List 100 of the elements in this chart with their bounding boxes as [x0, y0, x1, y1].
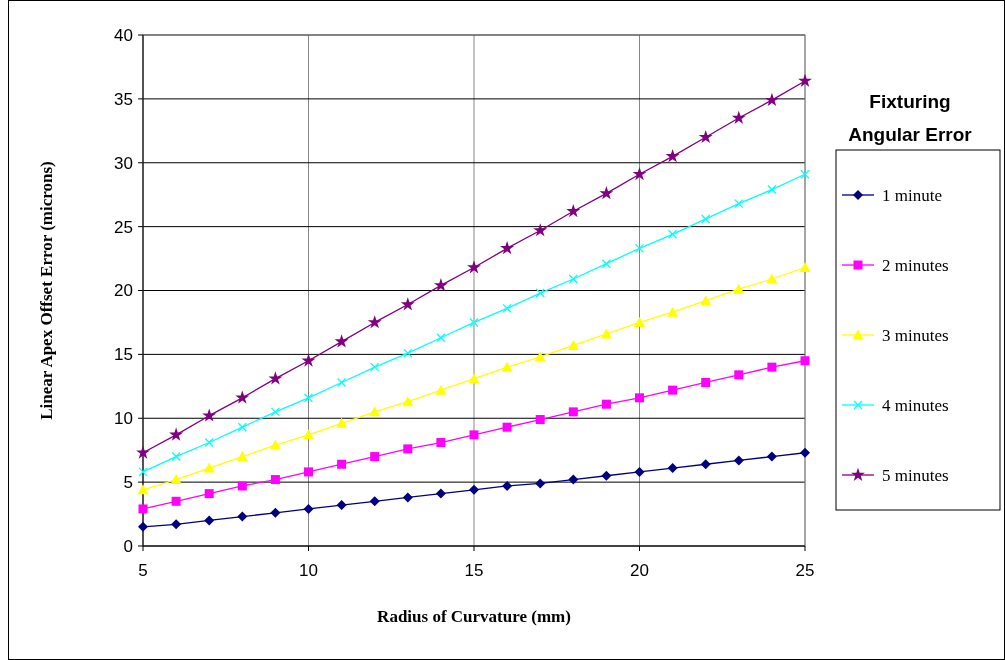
point [270, 407, 281, 417]
point [468, 373, 480, 384]
point [534, 351, 546, 362]
legend-title: Fixturing Angular Error [848, 91, 973, 145]
y-axis-title: Linear Apex Offset Error (microns) [37, 161, 56, 420]
point [270, 475, 280, 485]
point [170, 474, 182, 485]
point [138, 521, 148, 532]
point [500, 241, 515, 255]
point [700, 459, 711, 470]
point [469, 317, 479, 328]
point [701, 214, 711, 224]
point [632, 166, 647, 181]
point [568, 407, 578, 417]
point [601, 259, 612, 269]
point [433, 278, 448, 292]
point [403, 444, 413, 454]
point [334, 334, 349, 348]
y-tick-label: 40 [114, 25, 133, 45]
x-tick-label: 10 [299, 561, 318, 580]
point [566, 203, 581, 218]
point [436, 333, 446, 343]
y-tick-label: 10 [114, 409, 133, 429]
x-axis-title: Radius of Curvature (mm) [377, 607, 571, 626]
point [204, 489, 214, 499]
point [700, 295, 712, 306]
point [336, 500, 347, 511]
point [535, 288, 545, 298]
point [800, 169, 810, 179]
point [533, 223, 548, 237]
point [303, 429, 314, 440]
point [469, 430, 479, 440]
legend-label: 5 minutes [882, 465, 949, 485]
point [568, 274, 578, 284]
point [301, 353, 316, 367]
point [501, 361, 513, 372]
point [303, 503, 314, 514]
point [402, 396, 414, 407]
y-tick-label: 20 [114, 281, 133, 301]
point [667, 463, 678, 474]
point [169, 427, 184, 441]
y-tick-label: 0 [123, 536, 133, 556]
point [502, 480, 513, 491]
point [138, 467, 148, 477]
point [767, 184, 777, 195]
point [435, 384, 447, 395]
point [599, 186, 614, 200]
point [268, 371, 283, 385]
point [634, 466, 645, 477]
point [800, 356, 810, 366]
point [734, 198, 744, 209]
point [766, 273, 778, 284]
point [667, 229, 678, 239]
point [370, 362, 380, 372]
point [203, 462, 215, 473]
point [336, 377, 347, 388]
point [634, 243, 645, 253]
point [734, 370, 744, 380]
point [202, 408, 217, 422]
x-tick-label: 5 [138, 561, 148, 580]
point [665, 149, 680, 163]
point [171, 519, 182, 530]
point [402, 492, 413, 503]
point [304, 467, 313, 477]
point [467, 260, 481, 274]
legend-label: 3 minutes [882, 325, 949, 345]
point [502, 303, 512, 314]
point [171, 451, 181, 462]
point [635, 393, 644, 403]
y-tick-label: 35 [114, 89, 133, 109]
point [403, 348, 413, 358]
y-tick-label: 5 [123, 473, 133, 493]
point [731, 110, 746, 124]
point [667, 306, 679, 317]
point [600, 328, 612, 339]
x-tick-label: 25 [795, 561, 815, 580]
point [502, 422, 512, 432]
legend-label: 4 minutes [882, 395, 949, 415]
point [767, 362, 777, 372]
point [369, 406, 381, 417]
point [469, 484, 479, 495]
point [601, 470, 612, 481]
point [270, 507, 281, 518]
point [204, 437, 214, 448]
point [269, 439, 281, 450]
y-tick-label: 25 [114, 217, 133, 237]
point [137, 484, 149, 495]
point [601, 399, 611, 409]
y-tick-label: 30 [114, 153, 133, 173]
point [766, 451, 777, 462]
point [436, 438, 446, 448]
x-tick-label: 20 [630, 561, 649, 580]
legend-label: 1 minute [882, 185, 942, 205]
point [733, 283, 745, 294]
point [370, 452, 380, 462]
point [535, 478, 546, 489]
point [400, 297, 415, 311]
point [235, 390, 250, 404]
point [171, 496, 181, 506]
point [799, 262, 811, 273]
